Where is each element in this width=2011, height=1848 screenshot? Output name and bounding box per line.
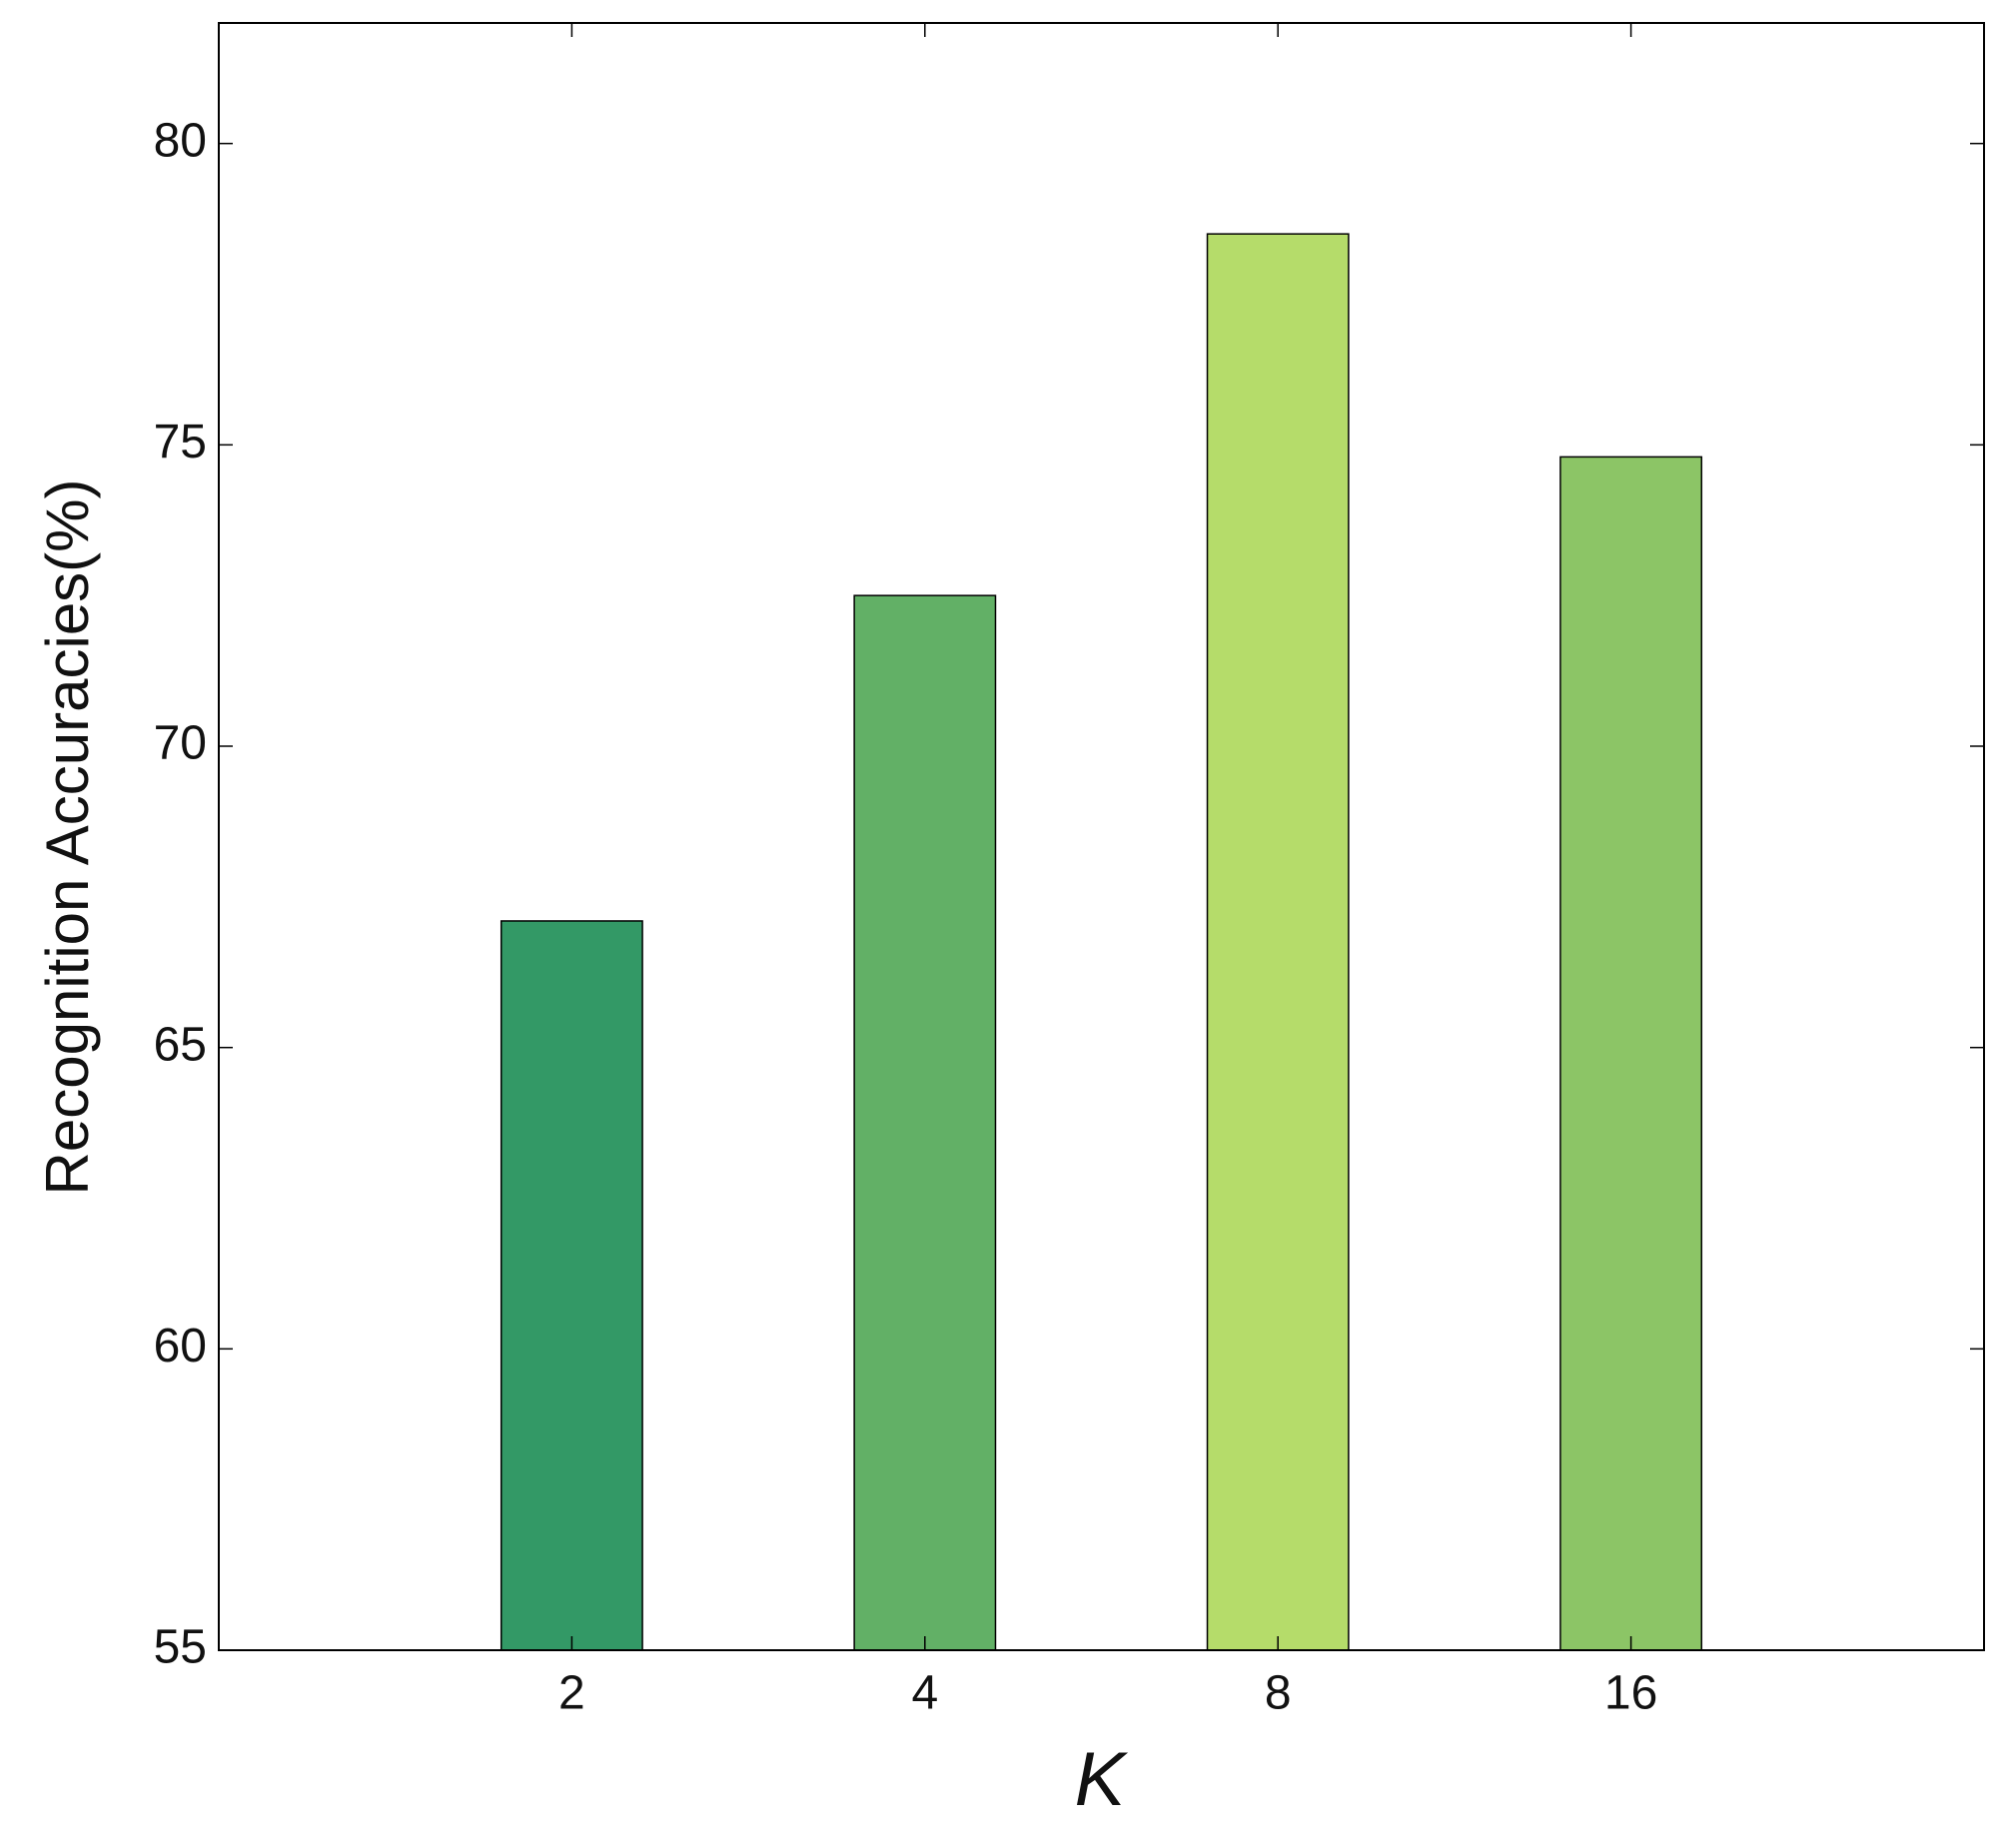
bar bbox=[500, 920, 643, 1651]
plot-frame bbox=[218, 22, 1985, 1651]
y-tick-label: 65 bbox=[154, 1018, 207, 1071]
y-tick-label: 80 bbox=[154, 114, 207, 167]
y-axis-label: Recognition Accuracies(%) bbox=[34, 479, 101, 1196]
x-tick-label: 16 bbox=[1604, 1667, 1657, 1720]
y-tick-label: 75 bbox=[154, 416, 207, 468]
x-tick-label: 8 bbox=[1265, 1667, 1292, 1720]
y-tick-label: 70 bbox=[154, 717, 207, 770]
y-tick-label: 55 bbox=[154, 1621, 207, 1674]
x-axis-label: K bbox=[1075, 1737, 1129, 1822]
bar bbox=[1206, 233, 1350, 1651]
x-tick-label: 4 bbox=[911, 1667, 938, 1720]
x-tick-label: 2 bbox=[558, 1667, 585, 1720]
bar bbox=[1559, 456, 1703, 1651]
bar bbox=[853, 594, 997, 1651]
y-tick-label: 60 bbox=[154, 1320, 207, 1373]
